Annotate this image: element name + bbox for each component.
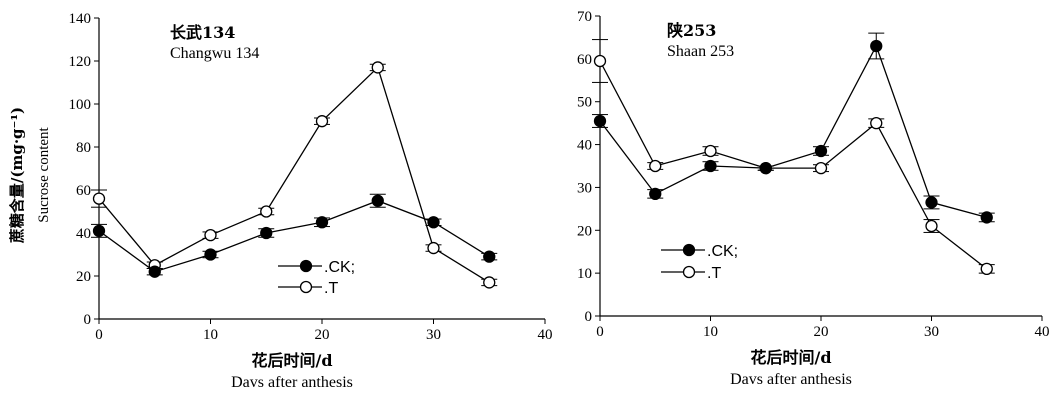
chart-1-t-point bbox=[92, 192, 106, 205]
chart-2-t-point bbox=[593, 54, 607, 68]
chart-2-x-tick-label: 0 bbox=[596, 324, 604, 340]
chart-2-y-tick-label: 40 bbox=[577, 138, 592, 154]
chart-1-t-point bbox=[427, 241, 440, 255]
chart-1-ck-point bbox=[427, 216, 440, 229]
chart-2-t-point bbox=[980, 262, 993, 276]
chart-2-legend-label-t: .T bbox=[707, 265, 721, 282]
chart-1-y-tick-label: 60 bbox=[76, 183, 91, 199]
chart-1-title-chinese: 长武134 bbox=[170, 23, 235, 42]
y-axis-label-english: Sucrose content bbox=[36, 126, 52, 222]
chart-1-x-tick-label: 20 bbox=[315, 327, 330, 343]
chart-2-title-english: Shaan 253 bbox=[667, 43, 734, 60]
chart-2-ck-point bbox=[759, 161, 772, 175]
chart-1-y-tick-label: 140 bbox=[69, 11, 92, 27]
chart-1-x-tick-label: 10 bbox=[203, 327, 218, 343]
chart-2-y-tick-label: 70 bbox=[577, 9, 592, 25]
chart-2-t-point bbox=[649, 159, 662, 173]
chart-2-legend-marker-t bbox=[682, 265, 696, 279]
chart-2-x-axis-label-english: Davs after anthesis bbox=[730, 371, 852, 388]
chart-1-x-tick-label: 30 bbox=[426, 327, 441, 343]
chart-2-ck-point bbox=[980, 211, 993, 224]
chart-1-legend-marker-t bbox=[299, 280, 313, 294]
chart-2-y-tick-label: 30 bbox=[577, 180, 592, 196]
chart-1-legend-marker-ck bbox=[299, 259, 313, 273]
chart-1-ck-point bbox=[92, 224, 106, 238]
chart-1-y-tick-label: 40 bbox=[76, 226, 91, 242]
chart-2-x-tick-label: 20 bbox=[814, 324, 829, 340]
chart-2-t-point bbox=[925, 219, 938, 233]
chart-1-y-tick-label: 120 bbox=[69, 54, 92, 70]
chart-2-y-tick-label: 60 bbox=[577, 52, 592, 68]
chart-1-t-point bbox=[371, 61, 384, 74]
chart-2-series-t-line bbox=[599, 60, 988, 270]
chart-1-x-axis-label-chinese: 花后时间/d bbox=[251, 351, 332, 370]
chart-1-y-tick-label: 0 bbox=[84, 312, 92, 328]
chart-2-y-tick-label: 0 bbox=[585, 309, 593, 325]
y-axis-label-chinese: 蔗糖含量/(mg·g⁻¹) bbox=[8, 107, 26, 244]
chart-1-ck-point bbox=[260, 226, 273, 240]
chart-2-ck-point bbox=[925, 196, 938, 209]
chart-2-ck-point bbox=[814, 144, 828, 158]
chart-2-t-point bbox=[870, 116, 883, 130]
chart-1-x-tick-label: 40 bbox=[538, 327, 553, 343]
chart-1-ck-point bbox=[483, 250, 496, 263]
chart-2-x-tick-label: 40 bbox=[1035, 324, 1050, 340]
chart-1-x-axis-label-english: Davs after anthesis bbox=[231, 374, 353, 391]
chart-1-y-tick-label: 100 bbox=[69, 97, 92, 113]
chart-2-legend-label-ck: .CK; bbox=[707, 243, 738, 260]
chart-1-t-point bbox=[260, 205, 273, 218]
chart-2-t-point bbox=[704, 144, 717, 158]
chart-1-y-tick-label: 20 bbox=[76, 269, 91, 285]
chart-2-ck-point bbox=[593, 114, 607, 128]
chart-1-series-t-line bbox=[98, 66, 490, 284]
chart-1-t-point bbox=[483, 276, 496, 289]
chart-2-title-chinese: 陕253 bbox=[667, 21, 716, 40]
chart-1-ck-point bbox=[315, 216, 329, 229]
chart-2-ck-point bbox=[649, 187, 662, 201]
chart-2-y-tick-label: 50 bbox=[577, 95, 592, 111]
chart-2-x-axis-label-chinese: 花后时间/d bbox=[750, 348, 831, 367]
chart-1-legend-label-t: .T bbox=[324, 280, 338, 297]
chart-2-x-tick-label: 30 bbox=[924, 324, 939, 340]
chart-2-t-point bbox=[814, 161, 828, 175]
chart-2-y-tick-label: 20 bbox=[577, 223, 592, 239]
chart-1-y-tick-label: 80 bbox=[76, 140, 91, 156]
chart-1-series-ck-line bbox=[98, 200, 490, 273]
chart-1-t-point bbox=[315, 115, 329, 128]
chart-1-legend-label-ck: .CK; bbox=[324, 259, 355, 276]
chart-2-ck-point bbox=[870, 39, 883, 53]
chart-1-t-point bbox=[204, 228, 217, 242]
chart-1-ck-point bbox=[371, 194, 384, 207]
chart-1-title-english: Changwu 134 bbox=[170, 45, 259, 62]
chart-2-legend-marker-ck bbox=[682, 243, 696, 257]
chart-2-ck-point bbox=[704, 159, 717, 173]
chart-2-series-ck-line bbox=[599, 44, 987, 219]
chart-1-ck-point bbox=[204, 248, 217, 261]
chart-2-x-tick-label: 10 bbox=[703, 324, 718, 340]
chart-1-x-tick-label: 0 bbox=[95, 327, 103, 343]
chart-2-y-tick-label: 10 bbox=[577, 266, 592, 282]
chart-1-ck-point bbox=[148, 265, 161, 278]
